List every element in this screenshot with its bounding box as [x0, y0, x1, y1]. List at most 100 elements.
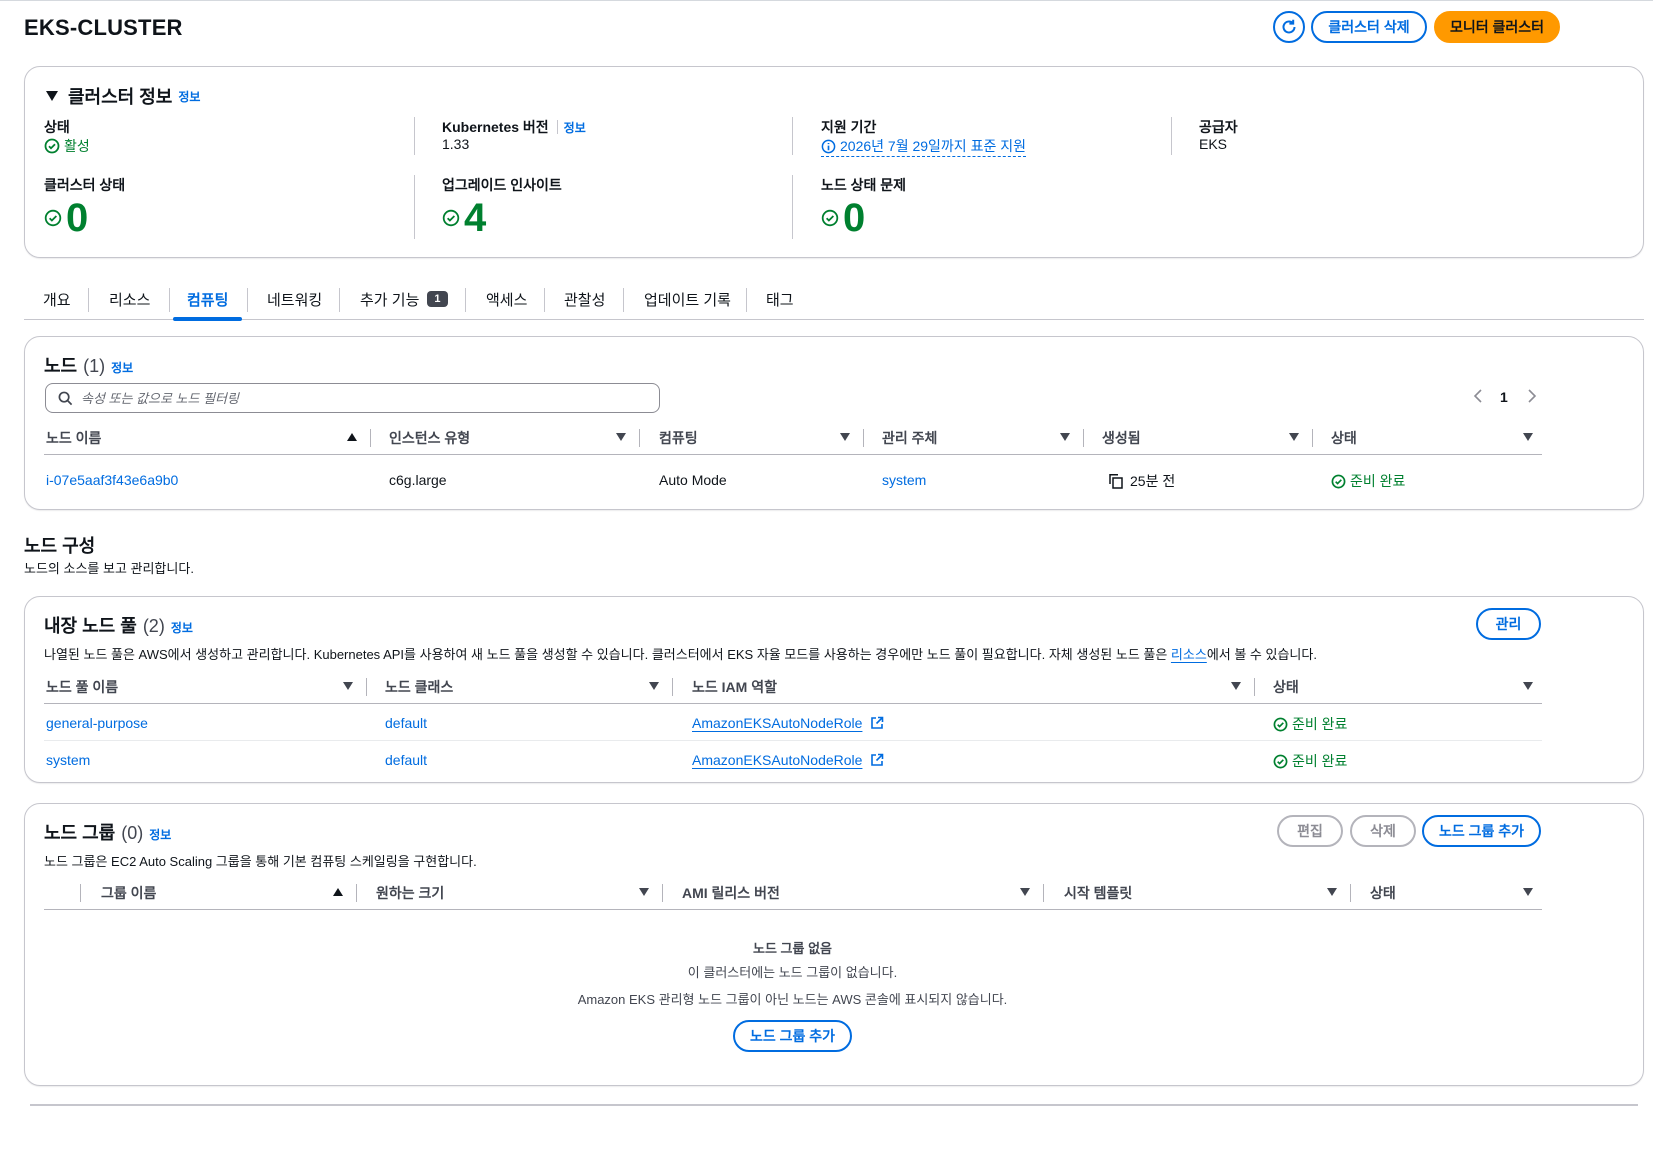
pagination-next[interactable] — [1527, 389, 1537, 406]
node-groups-info-link[interactable]: 정보 — [149, 828, 172, 842]
edit-button[interactable]: 편집 — [1277, 815, 1343, 847]
divider — [414, 175, 415, 239]
sort-icon[interactable] — [1020, 888, 1030, 896]
resources-link[interactable]: 리소스 — [1170, 647, 1207, 662]
node-pools-info-link[interactable]: 정보 — [170, 621, 193, 635]
node-filter-input[interactable] — [81, 390, 621, 406]
pagination-page[interactable]: 1 — [1500, 389, 1508, 405]
nodes-info-link[interactable]: 정보 — [111, 361, 134, 375]
node-class-link[interactable]: default — [385, 715, 428, 731]
sort-icon[interactable] — [1060, 433, 1070, 441]
tab-overview[interactable]: 개요 — [43, 291, 71, 309]
tab-access[interactable]: 액세스 — [486, 291, 528, 309]
upgrade-insights-label: 업그레이드 인사이트 — [442, 177, 562, 193]
column-header-created[interactable]: 생성됨 — [1102, 430, 1141, 446]
divider — [1254, 678, 1255, 696]
column-header-node-class[interactable]: 노드 클래스 — [385, 679, 454, 695]
next-panel-edge — [30, 1104, 1638, 1106]
column-header-managed-by[interactable]: 관리 주체 — [882, 430, 938, 446]
column-header-node-name[interactable]: 노드 이름 — [46, 430, 102, 446]
node-groups-panel: 노드 그룹 (0) 정보 편집 삭제 노드 그룹 추가 노드 그룹은 EC2 A… — [24, 803, 1644, 1086]
upgrade-insights-value[interactable]: 4 — [442, 198, 486, 238]
column-header-group-status[interactable]: 상태 — [1370, 885, 1396, 901]
external-link-icon[interactable] — [870, 753, 884, 767]
chevron-left-icon — [1473, 389, 1482, 403]
search-icon — [58, 391, 73, 405]
empty-add-node-group-button[interactable]: 노드 그룹 추가 — [733, 1020, 852, 1052]
tab-resources[interactable]: 리소스 — [109, 291, 151, 309]
sort-ascending-icon[interactable] — [347, 433, 357, 441]
k8s-info-link[interactable]: 정보 — [563, 120, 586, 135]
managed-by-link[interactable]: system — [882, 472, 927, 488]
support-period-text: 2026년 7월 29일까지 표준 지원 — [840, 138, 1026, 154]
tab-compute[interactable]: 컴퓨팅 — [172, 278, 243, 321]
cluster-info-info-link[interactable]: 정보 — [178, 89, 201, 104]
status-success-icon — [1331, 474, 1346, 488]
sort-icon[interactable] — [616, 433, 626, 441]
manage-button[interactable]: 관리 — [1476, 608, 1541, 640]
delete-cluster-button[interactable]: 클러스터 삭제 — [1311, 11, 1427, 43]
divider — [662, 884, 663, 902]
divider — [792, 117, 793, 155]
tab-add-ons[interactable]: 추가 기능 1 — [360, 278, 448, 320]
sort-icon[interactable] — [840, 433, 850, 441]
add-node-group-button[interactable]: 노드 그룹 추가 — [1422, 815, 1541, 847]
iam-role-link[interactable]: AmazonEKSAutoNodeRole — [692, 752, 863, 768]
top-border — [0, 0, 1653, 1]
copy-icon[interactable] — [1108, 473, 1124, 489]
refresh-button[interactable] — [1273, 11, 1305, 43]
node-name-link[interactable]: i-07e5aaf3f43e6a9b0 — [46, 472, 179, 488]
support-period-value[interactable]: 2026년 7월 29일까지 표준 지원 — [821, 136, 1026, 157]
node-pools-description-tail: 에서 볼 수 있습니다. — [1206, 647, 1317, 662]
node-class-link[interactable]: default — [385, 752, 428, 768]
sort-ascending-icon[interactable] — [333, 888, 343, 896]
divider — [356, 884, 357, 902]
node-status-cell: 준비 완료 — [1331, 471, 1405, 491]
sort-icon[interactable] — [1231, 682, 1241, 690]
tab-tags[interactable]: 태그 — [766, 291, 794, 309]
divider — [863, 429, 864, 447]
node-health-label: 노드 상태 문제 — [821, 177, 907, 193]
pool-name-link[interactable]: general-purpose — [46, 715, 148, 731]
sort-icon[interactable] — [639, 888, 649, 896]
node-filter-field[interactable] — [45, 383, 660, 413]
tab-observability[interactable]: 관찰성 — [564, 291, 606, 309]
divider — [623, 288, 624, 312]
sort-icon[interactable] — [1523, 888, 1533, 896]
column-header-launch-template[interactable]: 시작 템플릿 — [1064, 885, 1133, 901]
node-pools-description-text: 나열된 노드 풀은 AWS에서 생성하고 관리합니다. Kubernetes A… — [44, 647, 1171, 662]
monitor-cluster-button[interactable]: 모니터 클러스터 — [1434, 11, 1560, 43]
column-header-compute[interactable]: 컴퓨팅 — [659, 430, 698, 446]
tab-networking[interactable]: 네트워킹 — [267, 291, 323, 309]
sort-icon[interactable] — [1289, 433, 1299, 441]
column-header-ami-version[interactable]: AMI 릴리스 버전 — [682, 885, 780, 901]
column-header-desired-size[interactable]: 원하는 크기 — [376, 885, 445, 901]
node-pools-count: (2) — [142, 616, 165, 636]
provider-label: 공급자 — [1199, 119, 1238, 135]
node-health-value[interactable]: 0 — [821, 198, 865, 238]
column-header-status[interactable]: 상태 — [1331, 430, 1357, 446]
pool-name-link[interactable]: system — [46, 752, 91, 768]
delete-button[interactable]: 삭제 — [1350, 815, 1416, 847]
column-header-instance-type[interactable]: 인스턴스 유형 — [389, 430, 471, 446]
pagination-prev[interactable] — [1473, 389, 1483, 406]
column-header-group-name[interactable]: 그룹 이름 — [101, 885, 157, 901]
sort-icon[interactable] — [343, 682, 353, 690]
tab-update-history[interactable]: 업데이트 기록 — [644, 291, 731, 309]
external-link-icon[interactable] — [870, 716, 884, 730]
k8s-version-label: Kubernetes 버전 — [442, 119, 549, 135]
cluster-info-header[interactable]: 클러스터 정보 정보 — [45, 83, 200, 109]
column-header-pool-status[interactable]: 상태 — [1273, 679, 1299, 695]
sort-icon[interactable] — [649, 682, 659, 690]
iam-role-cell: AmazonEKSAutoNodeRole — [692, 752, 884, 768]
sort-icon[interactable] — [1523, 433, 1533, 441]
iam-role-link[interactable]: AmazonEKSAutoNodeRole — [692, 715, 863, 731]
column-header-iam-role[interactable]: 노드 IAM 역할 — [692, 679, 777, 695]
sort-icon[interactable] — [1523, 682, 1533, 690]
k8s-version-header: Kubernetes 버전 정보 — [442, 117, 586, 137]
upgrade-insights-count: 4 — [464, 196, 487, 240]
sort-icon[interactable] — [1327, 888, 1337, 896]
cluster-health-value[interactable]: 0 — [44, 198, 88, 238]
divider — [672, 678, 673, 696]
column-header-pool-name[interactable]: 노드 풀 이름 — [46, 679, 119, 695]
